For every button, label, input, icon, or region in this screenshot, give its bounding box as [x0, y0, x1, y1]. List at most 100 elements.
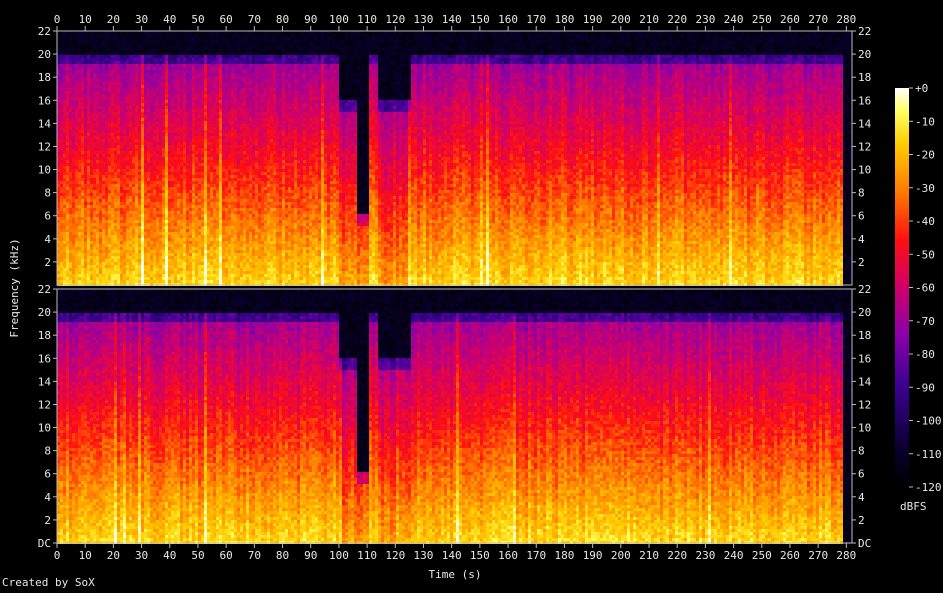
- spectrogram-cell: [81, 133, 84, 136]
- spectrogram-cell: [135, 181, 138, 184]
- spectrogram-cell: [123, 91, 126, 94]
- spectrogram-cell: [114, 157, 117, 160]
- spectrogram-cell: [105, 154, 108, 157]
- spectrogram-cell: [75, 67, 78, 70]
- spectrogram-cell: [87, 49, 90, 52]
- spectrogram-cell: [75, 244, 78, 247]
- spectrogram-cell: [75, 223, 78, 226]
- spectrogram-cell: [69, 196, 72, 199]
- spectrogram-cell: [87, 124, 90, 127]
- spectrogram-cell: [120, 106, 123, 109]
- spectrogram-cell: [108, 262, 111, 265]
- spectrogram-cell: [81, 244, 84, 247]
- spectrogram-cell: [60, 262, 63, 265]
- spectrogram-cell: [114, 73, 117, 76]
- spectrogram-cell: [138, 256, 141, 259]
- spectrogram-cell: [72, 82, 75, 85]
- spectrogram-cell: [123, 169, 126, 172]
- spectrogram-cell: [93, 247, 96, 250]
- spectrogram-cell: [93, 244, 96, 247]
- spectrogram-cell: [114, 196, 117, 199]
- spectrogram-cell: [66, 157, 69, 160]
- spectrogram-cell: [84, 217, 87, 220]
- spectrogram-cell: [129, 61, 132, 64]
- spectrogram-cell: [78, 79, 81, 82]
- spectrogram-cell: [93, 100, 96, 103]
- spectrogram-cell: [105, 250, 108, 253]
- spectrogram-cell: [93, 145, 96, 148]
- spectrogram-cell: [99, 142, 102, 145]
- spectrogram-cell: [108, 76, 111, 79]
- spectrogram-cell: [138, 277, 141, 280]
- spectrogram-cell: [123, 160, 126, 163]
- spectrogram-cell: [120, 259, 123, 262]
- spectrogram-cell: [96, 91, 99, 94]
- spectrogram-cell: [90, 232, 93, 235]
- spectrogram-cell: [135, 151, 138, 154]
- spectrogram-cell: [90, 109, 93, 112]
- spectrogram-cell: [135, 232, 138, 235]
- spectrogram-cell: [84, 226, 87, 229]
- spectrogram-cell: [72, 166, 75, 169]
- spectrogram-cell: [84, 70, 87, 73]
- spectrogram-cell: [138, 43, 141, 46]
- spectrogram-cell: [102, 82, 105, 85]
- spectrogram-cell: [105, 118, 108, 121]
- spectrogram-cell: [105, 256, 108, 259]
- spectrogram-cell: [114, 46, 117, 49]
- spectrogram-cell: [69, 214, 72, 217]
- spectrogram-cell: [132, 46, 135, 49]
- spectrogram-cell: [132, 40, 135, 43]
- spectrogram-cell: [96, 100, 99, 103]
- spectrogram-cell: [123, 151, 126, 154]
- spectrogram-cell: [72, 139, 75, 142]
- spectrogram-cell: [93, 199, 96, 202]
- spectrogram-cell: [63, 184, 66, 187]
- spectrogram-cell: [78, 127, 81, 130]
- spectrogram-cell: [72, 61, 75, 64]
- spectrogram-cell: [90, 130, 93, 133]
- spectrogram-cell: [138, 271, 141, 274]
- spectrogram-cell: [78, 193, 81, 196]
- spectrogram-cell: [90, 196, 93, 199]
- spectrogram-cell: [60, 277, 63, 280]
- spectrogram-cell: [105, 64, 108, 67]
- spectrogram-cell: [111, 208, 114, 211]
- spectrogram-cell: [81, 163, 84, 166]
- spectrogram-cell: [108, 253, 111, 256]
- spectrogram-cell: [129, 226, 132, 229]
- spectrogram-cell: [114, 163, 117, 166]
- spectrogram-cell: [129, 97, 132, 100]
- spectrogram-cell: [72, 259, 75, 262]
- spectrogram-cell: [108, 220, 111, 223]
- spectrogram-cell: [105, 58, 108, 61]
- spectrogram-cell: [102, 121, 105, 124]
- spectrogram-cell: [129, 145, 132, 148]
- spectrogram-cell: [63, 190, 66, 193]
- spectrogram-cell: [90, 166, 93, 169]
- spectrogram-cell: [114, 229, 117, 232]
- spectrogram-cell: [114, 250, 117, 253]
- spectrogram-cell: [63, 226, 66, 229]
- spectrogram-cell: [87, 37, 90, 40]
- spectrogram-cell: [111, 163, 114, 166]
- spectrogram-cell: [138, 37, 141, 40]
- spectrogram-cell: [126, 268, 129, 271]
- spectrogram-cell: [105, 151, 108, 154]
- spectrogram-cell: [63, 70, 66, 73]
- spectrogram-cell: [75, 211, 78, 214]
- spectrogram-cell: [132, 202, 135, 205]
- spectrogram-cell: [78, 142, 81, 145]
- spectrogram-cell: [96, 280, 99, 283]
- spectrogram-cell: [75, 58, 78, 61]
- spectrogram-cell: [69, 55, 72, 58]
- spectrogram-cell: [105, 106, 108, 109]
- spectrogram-cell: [63, 127, 66, 130]
- spectrogram-cell: [99, 265, 102, 268]
- spectrogram-cell: [135, 127, 138, 130]
- spectrogram-cell: [78, 229, 81, 232]
- spectrogram-cell: [102, 226, 105, 229]
- spectrogram-cell: [126, 73, 129, 76]
- spectrogram-cell: [81, 85, 84, 88]
- spectrogram-cell: [102, 232, 105, 235]
